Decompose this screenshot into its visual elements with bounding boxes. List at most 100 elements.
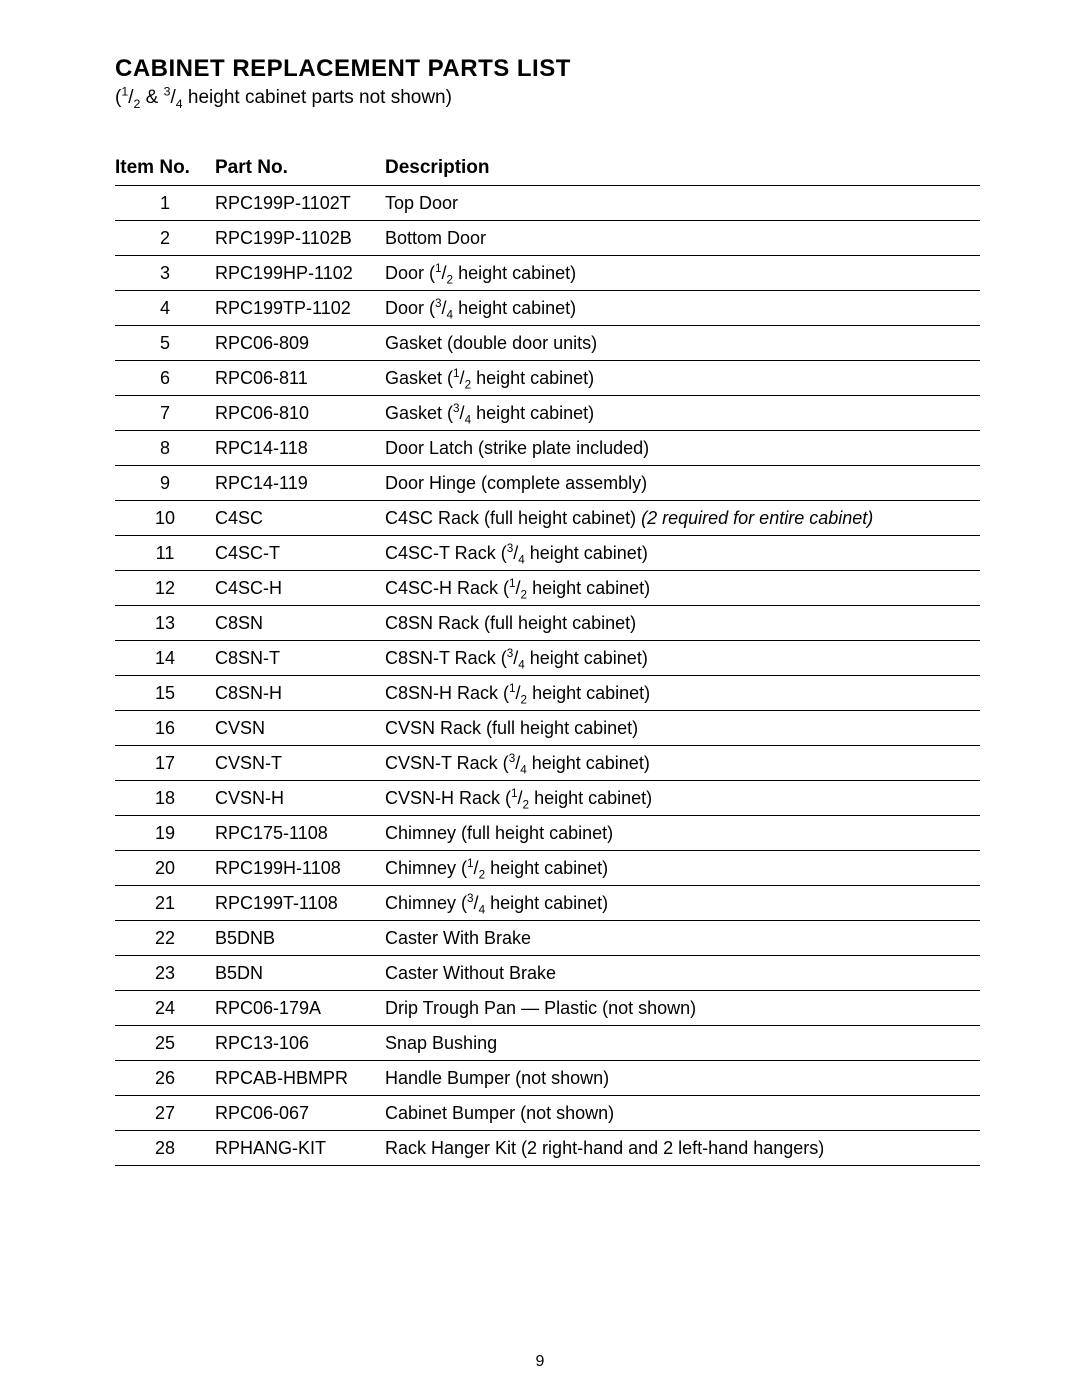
table-row: 23B5DNCaster Without Brake: [115, 956, 980, 991]
cell-part-no: RPC175-1108: [215, 816, 385, 851]
cell-description: Handle Bumper (not shown): [385, 1061, 980, 1096]
table-header-row: Item No. Part No. Description: [115, 157, 980, 186]
table-row: 14C8SN-TC8SN-T Rack (3/4 height cabinet): [115, 641, 980, 676]
page-title: CABINET REPLACEMENT PARTS LIST: [115, 55, 980, 83]
cell-description: Top Door: [385, 186, 980, 221]
cell-description: C4SC-H Rack (1/2 height cabinet): [385, 571, 980, 606]
cell-part-no: CVSN: [215, 711, 385, 746]
cell-part-no: C4SC-H: [215, 571, 385, 606]
cell-description: CVSN-T Rack (3/4 height cabinet): [385, 746, 980, 781]
table-row: 19RPC175-1108Chimney (full height cabine…: [115, 816, 980, 851]
cell-item-no: 11: [115, 536, 215, 571]
cell-description: C8SN-T Rack (3/4 height cabinet): [385, 641, 980, 676]
cell-description: C4SC Rack (full height cabinet) (2 requi…: [385, 501, 980, 536]
cell-item-no: 24: [115, 991, 215, 1026]
cell-item-no: 18: [115, 781, 215, 816]
table-row: 10C4SCC4SC Rack (full height cabinet) (2…: [115, 501, 980, 536]
cell-description: Rack Hanger Kit (2 right-hand and 2 left…: [385, 1131, 980, 1166]
cell-description: Gasket (double door units): [385, 326, 980, 361]
cell-item-no: 2: [115, 221, 215, 256]
table-row: 26RPCAB-HBMPRHandle Bumper (not shown): [115, 1061, 980, 1096]
cell-description: C4SC-T Rack (3/4 height cabinet): [385, 536, 980, 571]
cell-item-no: 22: [115, 921, 215, 956]
cell-item-no: 4: [115, 291, 215, 326]
cell-part-no: B5DN: [215, 956, 385, 991]
cell-part-no: RPCAB-HBMPR: [215, 1061, 385, 1096]
cell-part-no: RPC199HP-1102: [215, 256, 385, 291]
table-row: 17CVSN-TCVSN-T Rack (3/4 height cabinet): [115, 746, 980, 781]
cell-item-no: 8: [115, 431, 215, 466]
cell-item-no: 12: [115, 571, 215, 606]
cell-part-no: RPC06-809: [215, 326, 385, 361]
table-row: 12C4SC-HC4SC-H Rack (1/2 height cabinet): [115, 571, 980, 606]
page-number: 9: [0, 1353, 1080, 1371]
cell-part-no: CVSN-T: [215, 746, 385, 781]
table-row: 1RPC199P-1102TTop Door: [115, 186, 980, 221]
cell-part-no: RPC14-118: [215, 431, 385, 466]
table-row: 4RPC199TP-1102Door (3/4 height cabinet): [115, 291, 980, 326]
cell-description: Door Latch (strike plate included): [385, 431, 980, 466]
cell-description: Snap Bushing: [385, 1026, 980, 1061]
cell-item-no: 14: [115, 641, 215, 676]
col-header-part: Part No.: [215, 157, 385, 186]
cell-part-no: C8SN: [215, 606, 385, 641]
cell-part-no: RPC06-810: [215, 396, 385, 431]
parts-table: Item No. Part No. Description 1RPC199P-1…: [115, 157, 980, 1166]
table-row: 6RPC06-811Gasket (1/2 height cabinet): [115, 361, 980, 396]
cell-part-no: C8SN-T: [215, 641, 385, 676]
cell-item-no: 21: [115, 886, 215, 921]
cell-item-no: 13: [115, 606, 215, 641]
table-row: 15C8SN-HC8SN-H Rack (1/2 height cabinet): [115, 676, 980, 711]
table-row: 25RPC13-106Snap Bushing: [115, 1026, 980, 1061]
cell-part-no: RPHANG-KIT: [215, 1131, 385, 1166]
cell-description: Chimney (full height cabinet): [385, 816, 980, 851]
table-row: 13C8SNC8SN Rack (full height cabinet): [115, 606, 980, 641]
cell-part-no: RPC13-106: [215, 1026, 385, 1061]
cell-part-no: RPC199TP-1102: [215, 291, 385, 326]
cell-part-no: B5DNB: [215, 921, 385, 956]
table-row: 8RPC14-118Door Latch (strike plate inclu…: [115, 431, 980, 466]
cell-item-no: 15: [115, 676, 215, 711]
table-row: 2RPC199P-1102BBottom Door: [115, 221, 980, 256]
cell-description: C8SN Rack (full height cabinet): [385, 606, 980, 641]
cell-description: Chimney (1/2 height cabinet): [385, 851, 980, 886]
cell-description: C8SN-H Rack (1/2 height cabinet): [385, 676, 980, 711]
cell-description: Caster Without Brake: [385, 956, 980, 991]
table-row: 5RPC06-809Gasket (double door units): [115, 326, 980, 361]
cell-part-no: RPC199P-1102T: [215, 186, 385, 221]
cell-part-no: RPC14-119: [215, 466, 385, 501]
table-row: 24RPC06-179ADrip Trough Pan — Plastic (n…: [115, 991, 980, 1026]
cell-description: CVSN Rack (full height cabinet): [385, 711, 980, 746]
table-row: 28RPHANG-KITRack Hanger Kit (2 right-han…: [115, 1131, 980, 1166]
cell-part-no: RPC199H-1108: [215, 851, 385, 886]
cell-description: CVSN-H Rack (1/2 height cabinet): [385, 781, 980, 816]
cell-description: Bottom Door: [385, 221, 980, 256]
page-subtitle: (1/2 & 3/4 height cabinet parts not show…: [115, 87, 980, 109]
table-row: 27RPC06-067Cabinet Bumper (not shown): [115, 1096, 980, 1131]
cell-item-no: 3: [115, 256, 215, 291]
table-row: 11C4SC-TC4SC-T Rack (3/4 height cabinet): [115, 536, 980, 571]
cell-part-no: C8SN-H: [215, 676, 385, 711]
cell-description: Caster With Brake: [385, 921, 980, 956]
table-row: 20RPC199H-1108Chimney (1/2 height cabine…: [115, 851, 980, 886]
cell-item-no: 27: [115, 1096, 215, 1131]
table-row: 9RPC14-119Door Hinge (complete assembly): [115, 466, 980, 501]
cell-description: Chimney (3/4 height cabinet): [385, 886, 980, 921]
table-row: 16CVSNCVSN Rack (full height cabinet): [115, 711, 980, 746]
col-header-item: Item No.: [115, 157, 215, 186]
col-header-desc: Description: [385, 157, 980, 186]
cell-part-no: C4SC: [215, 501, 385, 536]
cell-description: Gasket (1/2 height cabinet): [385, 361, 980, 396]
table-row: 22B5DNBCaster With Brake: [115, 921, 980, 956]
cell-item-no: 10: [115, 501, 215, 536]
cell-description: Door Hinge (complete assembly): [385, 466, 980, 501]
cell-part-no: RPC06-067: [215, 1096, 385, 1131]
cell-part-no: RPC199P-1102B: [215, 221, 385, 256]
table-row: 21RPC199T-1108Chimney (3/4 height cabine…: [115, 886, 980, 921]
cell-part-no: RPC06-811: [215, 361, 385, 396]
cell-description: Drip Trough Pan — Plastic (not shown): [385, 991, 980, 1026]
cell-description: Door (3/4 height cabinet): [385, 291, 980, 326]
cell-part-no: CVSN-H: [215, 781, 385, 816]
cell-part-no: RPC199T-1108: [215, 886, 385, 921]
page: CABINET REPLACEMENT PARTS LIST (1/2 & 3/…: [0, 0, 1080, 1397]
